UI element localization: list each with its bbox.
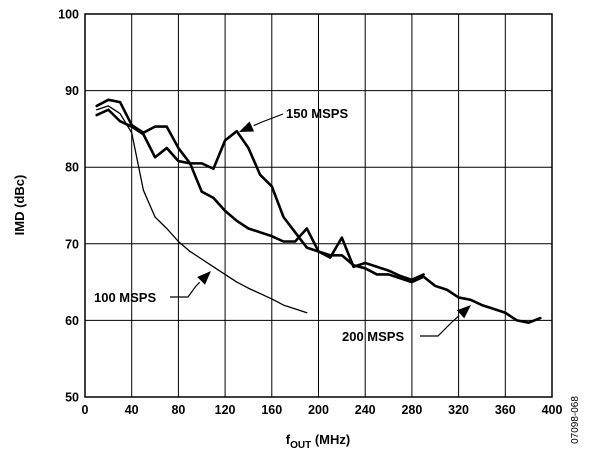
annotation-leader-200-msps [420,321,453,337]
x-axis-label-main: f [286,432,291,447]
x-tick-label-120: 120 [215,403,236,417]
x-tick-label-400: 400 [542,403,563,417]
grid [85,14,552,397]
annotation-leader-100-msps [170,285,197,298]
plot-frame [84,13,553,398]
x-tick-label-0: 0 [82,403,89,417]
annotation-arrowhead-100-msps [197,271,211,285]
annotation-150-msps: 150 MSPS [239,106,348,132]
x-axis-label-unit: (MHz) [311,432,350,447]
tick-labels: 0 40 80 120 160 200 240 280 320 360 400 50 60 70 80 90 1… [58,8,562,418]
annotation-arrow-shaft-200-msps [451,315,460,323]
y-tick-label-70: 70 [65,237,79,251]
series-line-100-msps [96,105,308,314]
y-tick-label-90: 90 [65,84,79,98]
annotations: 150 MSPS 100 MSPS 200 MSPS [94,106,471,344]
x-axis-label-subscript: OUT [290,440,311,451]
annotation-arrowhead-150-msps [239,121,255,132]
annotation-arrow-shaft-150-msps [253,121,263,127]
x-tick-label-40: 40 [125,403,139,417]
annotation-arrow-shaft-100-msps [195,281,201,287]
y-tick-label-60: 60 [65,314,79,328]
x-tick-label-240: 240 [355,403,376,417]
annotation-arrowhead-200-msps [456,305,471,319]
x-tick-label-360: 360 [495,403,516,417]
x-tick-label-80: 80 [171,403,185,417]
y-axis-label: IMD (dBc) [12,175,27,236]
annotation-label-150-msps: 150 MSPS [286,106,348,121]
annotation-leader-150-msps [261,113,284,123]
x-tick-label-200: 200 [308,403,329,417]
annotation-100-msps: 100 MSPS [94,271,211,305]
x-axis-label: fOUT (MHz) [286,432,350,451]
x-tick-label-160: 160 [261,403,282,417]
series-line-150-msps [95,98,425,282]
y-tick-label-50: 50 [65,391,79,405]
y-tick-label-100: 100 [58,8,79,22]
x-tick-label-320: 320 [448,403,469,417]
series-lines [95,98,542,324]
figure-id: 07098-068 [570,396,581,444]
annotation-label-200-msps: 200 MSPS [342,329,404,344]
x-tick-label-280: 280 [401,403,422,417]
series-line-200-msps [95,108,542,324]
annotation-200-msps: 200 MSPS [342,305,471,344]
annotation-label-100-msps: 100 MSPS [94,290,156,305]
y-tick-label-80: 80 [65,161,79,175]
